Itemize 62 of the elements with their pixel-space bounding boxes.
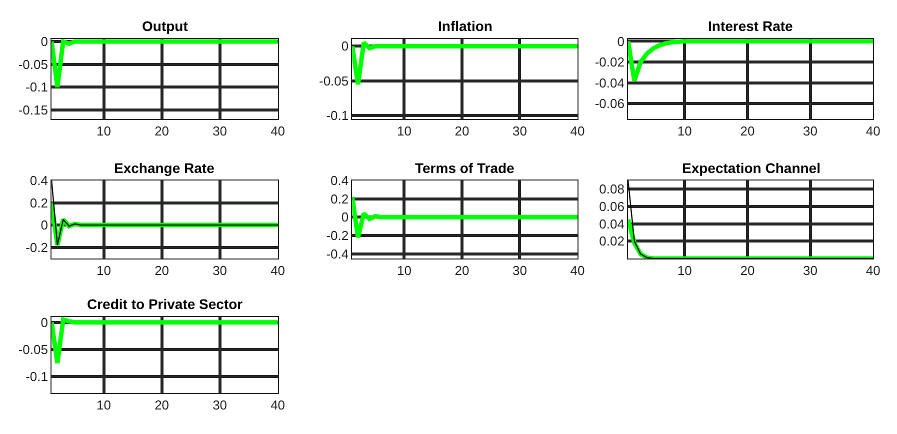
y-tick-label: 0 bbox=[40, 34, 48, 49]
x-tick-label: 40 bbox=[270, 398, 286, 413]
chart-title: Credit to Private Sector bbox=[87, 296, 244, 312]
x-tick-label: 10 bbox=[96, 124, 112, 139]
chart-title: Inflation bbox=[438, 18, 492, 34]
y-tick-label: -0.1 bbox=[326, 108, 349, 124]
y-tick-label: 0 bbox=[341, 38, 349, 54]
x-tick-label: 40 bbox=[270, 124, 286, 139]
x-tick-label: 40 bbox=[866, 124, 880, 139]
y-tick-label: 0.2 bbox=[30, 195, 48, 210]
x-tick-label: 20 bbox=[740, 124, 755, 139]
y-tick-label: -0.2 bbox=[326, 228, 349, 244]
x-tick-label: 10 bbox=[96, 263, 112, 278]
x-tick-label: 30 bbox=[212, 398, 228, 413]
x-tick-label: 30 bbox=[212, 263, 228, 278]
x-tick-label: 10 bbox=[96, 398, 112, 413]
x-tick-label: 30 bbox=[803, 263, 818, 278]
y-tick-label: -0.15 bbox=[18, 102, 48, 118]
chart-title: Interest Rate bbox=[708, 18, 794, 34]
x-tick-label: 20 bbox=[154, 124, 170, 139]
y-tick-label: -0.06 bbox=[594, 96, 624, 112]
chart-title: Output bbox=[142, 18, 188, 34]
chart-title: Exchange Rate bbox=[114, 160, 215, 176]
y-tick-label: 0.4 bbox=[30, 173, 48, 188]
y-tick-label: -0.04 bbox=[594, 75, 624, 90]
y-tick-label: 0 bbox=[40, 314, 48, 330]
x-tick-label: 20 bbox=[154, 263, 170, 278]
x-tick-label: 30 bbox=[512, 263, 527, 278]
y-tick-label: -0.05 bbox=[18, 342, 48, 358]
x-tick-label: 30 bbox=[212, 124, 228, 139]
x-tick-label: 10 bbox=[396, 263, 412, 278]
y-tick-label: -0.05 bbox=[18, 56, 48, 72]
x-tick-label: 20 bbox=[154, 398, 170, 413]
y-tick-label: -0.1 bbox=[26, 369, 48, 384]
y-tick-label: 0 bbox=[341, 210, 349, 225]
y-tick-label: -0.4 bbox=[326, 246, 349, 262]
y-tick-label: 0.04 bbox=[599, 216, 624, 232]
y-tick-label: 0.2 bbox=[330, 191, 349, 206]
x-tick-label: 10 bbox=[396, 124, 412, 139]
x-tick-label: 10 bbox=[677, 263, 692, 278]
y-tick-label: 0 bbox=[617, 34, 624, 49]
x-tick-label: 40 bbox=[270, 263, 286, 278]
chart-title: Terms of Trade bbox=[415, 160, 515, 176]
y-tick-label: -0.05 bbox=[318, 73, 349, 88]
y-tick-label: 0 bbox=[40, 218, 48, 233]
x-tick-label: 40 bbox=[570, 124, 585, 139]
x-tick-label: 20 bbox=[454, 263, 470, 278]
x-tick-label: 20 bbox=[454, 124, 470, 139]
y-tick-label: -0.02 bbox=[594, 54, 624, 70]
chart-title: Expectation Channel bbox=[682, 160, 820, 176]
x-tick-label: 30 bbox=[803, 124, 818, 139]
y-tick-label: 0.4 bbox=[330, 173, 349, 188]
x-tick-label: 40 bbox=[866, 263, 880, 278]
x-tick-label: 20 bbox=[740, 263, 755, 278]
x-tick-label: 40 bbox=[570, 263, 585, 278]
x-tick-label: 10 bbox=[677, 124, 692, 139]
y-tick-label: 0.06 bbox=[599, 199, 624, 214]
x-tick-label: 30 bbox=[512, 124, 527, 139]
y-tick-label: 0.02 bbox=[599, 234, 624, 249]
y-tick-label: -0.1 bbox=[26, 80, 48, 95]
y-tick-label: -0.2 bbox=[26, 240, 48, 255]
y-tick-label: 0.08 bbox=[599, 182, 624, 197]
